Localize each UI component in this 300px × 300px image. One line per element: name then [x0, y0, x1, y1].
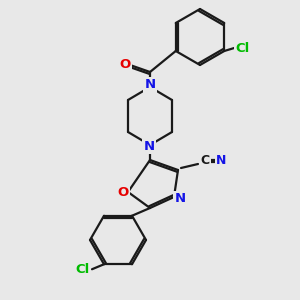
- Text: N: N: [144, 79, 156, 92]
- Text: Cl: Cl: [76, 263, 90, 276]
- Text: N: N: [174, 193, 186, 206]
- Text: C: C: [200, 154, 210, 166]
- Text: O: O: [117, 187, 129, 200]
- Text: Cl: Cl: [235, 41, 249, 55]
- Text: O: O: [119, 58, 130, 71]
- Text: N: N: [216, 154, 226, 166]
- Text: N: N: [143, 140, 155, 152]
